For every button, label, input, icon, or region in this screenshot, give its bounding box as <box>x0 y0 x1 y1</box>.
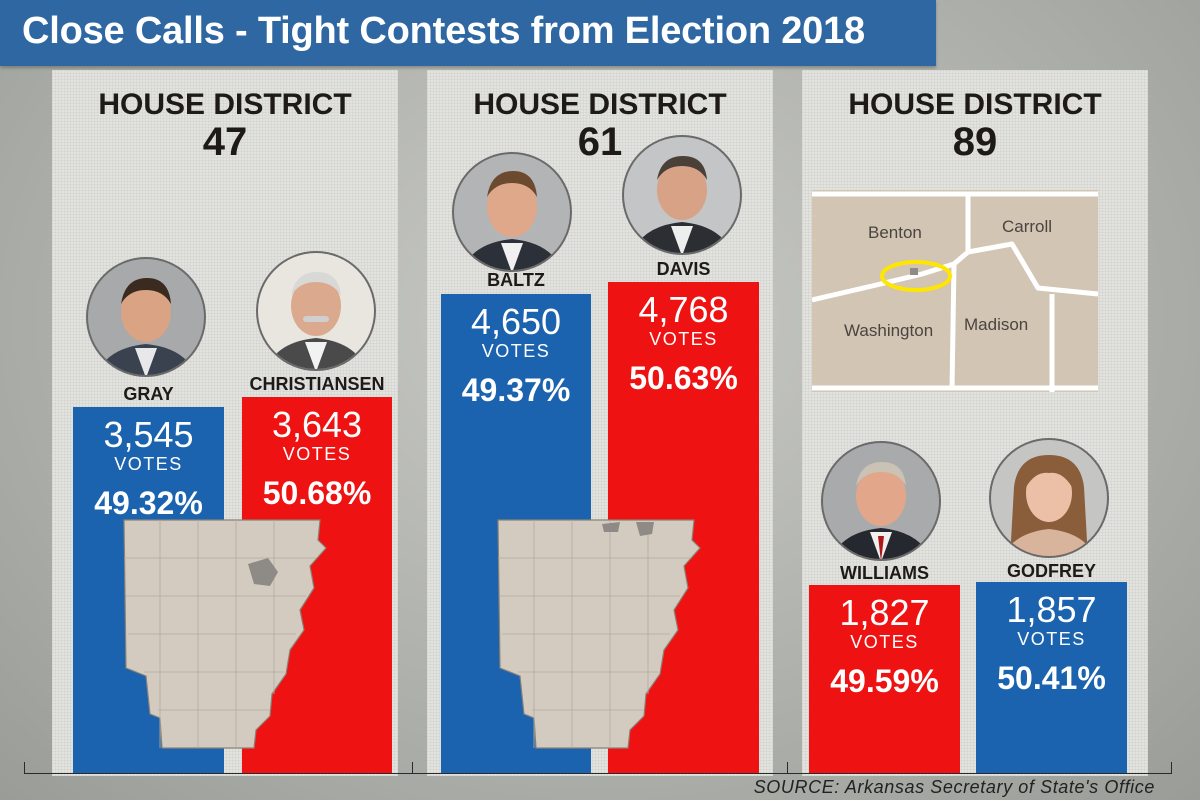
candidate-name-gray: GRAY <box>123 384 174 404</box>
bar-label-group: 1,827 VOTES 49.59% <box>809 592 960 699</box>
district-61-title: HOUSE DISTRICT 61 <box>427 88 773 164</box>
votes-unit: VOTES <box>481 341 551 361</box>
axis-tick <box>412 762 413 773</box>
vote-count: 4,650 <box>470 301 562 342</box>
district-47-title: HOUSE DISTRICT 47 <box>52 88 398 164</box>
district-89-highlight-ring <box>880 260 952 292</box>
district-number: 89 <box>952 120 998 164</box>
votes-unit: VOTES <box>114 454 183 474</box>
votes-unit: VOTES <box>1017 629 1086 649</box>
candidate-name-williams: WILLIAMS <box>840 563 929 583</box>
bar-williams: 1,827 VOTES 49.59% <box>809 585 960 773</box>
votes-unit: VOTES <box>649 329 718 349</box>
bar-label-group: 4,768 VOTES 50.63% <box>608 289 759 396</box>
district-number: 61 <box>577 120 623 164</box>
district-89-title: HOUSE DISTRICT 89 <box>802 88 1148 164</box>
source-note: SOURCE: Arkansas Secretary of State's Of… <box>753 777 1155 797</box>
bar-label-group: 4,650 VOTES 49.37% <box>441 301 591 408</box>
district-number: 47 <box>202 120 248 164</box>
title-banner: Close Calls - Tight Contests from Electi… <box>0 0 936 66</box>
vote-count: 1,827 <box>839 592 930 633</box>
county-label-benton: Benton <box>868 223 922 242</box>
county-label-madison: Madison <box>964 315 1028 334</box>
vote-count: 4,768 <box>638 289 729 330</box>
vote-count: 3,643 <box>271 404 363 445</box>
votes-unit: VOTES <box>850 632 919 652</box>
arkansas-map-district-47 <box>123 519 327 749</box>
baseline-axis <box>24 773 1172 774</box>
vote-percent: 50.63% <box>629 360 738 396</box>
vote-percent: 50.68% <box>262 475 372 511</box>
axis-tick <box>24 762 25 773</box>
county-label-washington: Washington <box>844 321 933 340</box>
district-title-label: HOUSE DISTRICT <box>473 88 727 121</box>
candidate-name-godfrey: GODFREY <box>1006 561 1096 581</box>
chart-title: Close Calls - Tight Contests from Electi… <box>22 10 865 52</box>
candidate-photo-williams <box>821 441 941 561</box>
axis-tick <box>787 762 788 773</box>
vote-count: 1,857 <box>1006 589 1097 630</box>
candidate-photo-godfrey <box>989 438 1109 558</box>
bar-label-group: 1,857 VOTES 50.41% <box>976 589 1127 696</box>
inset-county-map: Benton Carroll Washington Madison <box>812 190 1098 392</box>
bar-godfrey: 1,857 VOTES 50.41% <box>976 582 1127 773</box>
vote-count: 3,545 <box>103 414 194 455</box>
candidate-photo-baltz <box>452 152 572 272</box>
candidate-photo-davis <box>622 135 742 255</box>
vote-percent: 49.59% <box>830 663 939 699</box>
district-title-label: HOUSE DISTRICT <box>848 88 1102 121</box>
vote-percent: 50.41% <box>997 660 1106 696</box>
axis-tick <box>1171 762 1172 773</box>
candidate-name-baltz: BALTZ <box>487 270 545 290</box>
votes-unit: VOTES <box>282 444 352 464</box>
arkansas-map-district-61 <box>497 519 701 749</box>
bar-label-group: 3,643 VOTES 50.68% <box>242 404 392 511</box>
vote-percent: 49.37% <box>461 372 571 408</box>
bar-label-group: 3,545 VOTES 49.32% <box>73 414 224 521</box>
candidate-name-davis: DAVIS <box>656 259 711 279</box>
district-title-label: HOUSE DISTRICT <box>98 88 352 121</box>
candidate-photo-gray <box>86 257 206 377</box>
candidate-name-christiansen: CHRISTIANSEN <box>249 374 385 394</box>
vote-percent: 49.32% <box>94 485 203 521</box>
district-89-area <box>910 268 918 275</box>
candidate-photo-christiansen <box>256 251 376 371</box>
county-label-carroll: Carroll <box>1002 217 1052 236</box>
